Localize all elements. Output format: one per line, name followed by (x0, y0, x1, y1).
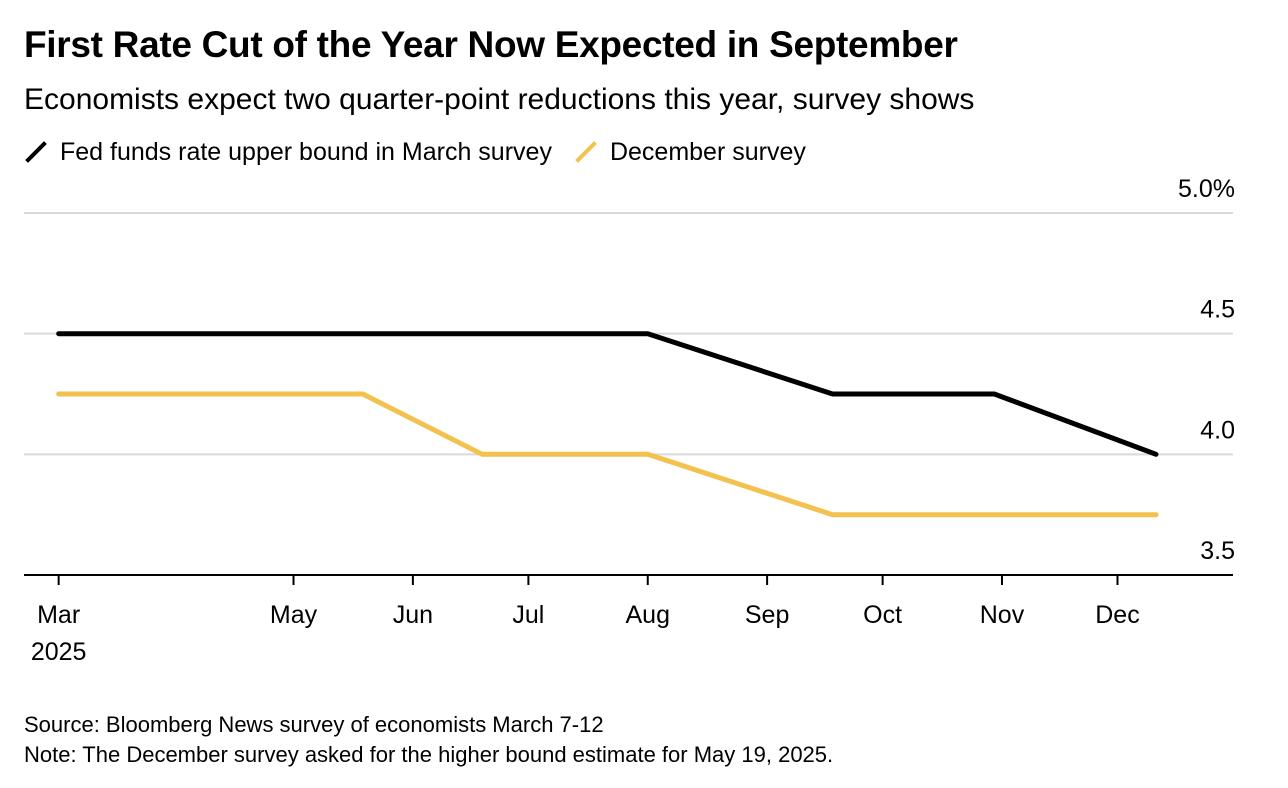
footer: Source: Bloomberg News survey of economi… (24, 710, 833, 770)
source-note: Source: Bloomberg News survey of economi… (24, 712, 604, 737)
x-tick-label: Jun (393, 601, 433, 629)
series-lines (56, 331, 1159, 518)
y-tick-label: 4.5 (1200, 296, 1235, 324)
x-tick-label: Mar (37, 601, 80, 629)
x-tick-label: Nov (980, 601, 1025, 629)
y-axis-tick-labels: 5.0% 4.5 4.0 3.5 (1178, 175, 1235, 565)
x-year-label: 2025 (31, 638, 87, 666)
x-axis: Mar May Jun Jul Aug Sep Oct Nov Dec 2025 (24, 574, 1233, 666)
footnote: Note: The December survey asked for the … (24, 742, 834, 767)
line-chart: 5.0% 4.5 4.0 3.5 Mar May Jun Jul Aug Sep Oct Nov De… (24, 175, 1235, 666)
legend-swatch-black-line-icon (25, 141, 47, 163)
x-tick-label: Aug (626, 601, 670, 629)
legend-item-march-survey: Fed funds rate upper bound in March surv… (24, 138, 552, 167)
chart-title: First Rate Cut of the Year Now Expected … (24, 24, 958, 65)
series-line (56, 331, 1159, 457)
series-line (56, 391, 1159, 518)
legend-label-december-survey: December survey (609, 137, 806, 166)
x-tick-label: Sep (745, 601, 789, 629)
chart-subtitle: Economists expect two quarter-point redu… (24, 83, 975, 116)
x-tick-label: Jul (512, 601, 544, 629)
y-tick-label: 3.5 (1200, 537, 1235, 565)
y-tick-label: 4.0 (1200, 416, 1235, 444)
x-tick-label: Dec (1095, 601, 1139, 629)
legend-swatch-yellow-line-icon (575, 141, 597, 163)
x-tick-label: May (270, 601, 318, 629)
x-tick-label: Oct (863, 601, 902, 629)
legend-item-december-survey: December survey (574, 138, 806, 167)
legend-label-march-survey: Fed funds rate upper bound in March surv… (60, 137, 552, 166)
y-tick-label: 5.0% (1178, 175, 1235, 203)
legend: Fed funds rate upper bound in March surv… (24, 136, 828, 168)
